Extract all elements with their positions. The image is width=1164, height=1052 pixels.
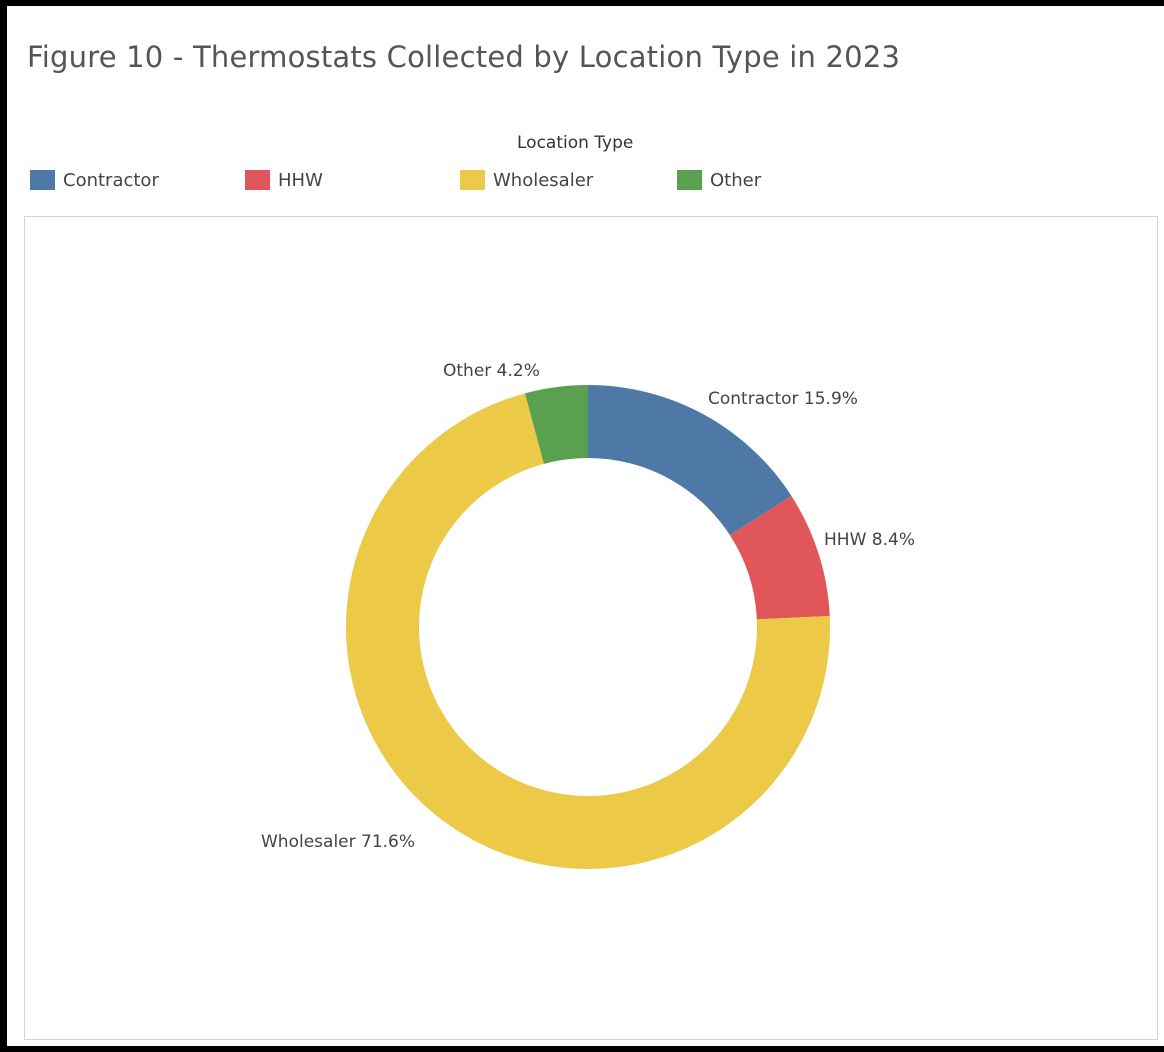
legend-item-hhw[interactable]: HHW [245,168,323,192]
legend-item-contractor[interactable]: Contractor [30,168,159,192]
slice-label-wholesaler: Wholesaler 71.6% [261,832,415,852]
plot-area: Contractor 15.9% HHW 8.4% Wholesaler 71.6%… [24,216,1158,1040]
slice-label-hhw: HHW 8.4% [824,530,915,550]
legend-label-hhw: HHW [278,169,323,191]
donut-slice-wholesaler[interactable] [345,393,830,869]
legend-item-wholesaler[interactable]: Wholesaler [460,168,593,192]
legend-label-other: Other [710,169,762,191]
legend-title: Location Type [517,133,634,153]
legend-swatch-contractor [30,170,55,190]
donut-slice-hhw[interactable] [730,495,830,620]
donut-chart: Contractor 15.9% HHW 8.4% Wholesaler 71.6%… [261,361,915,869]
slice-label-contractor: Contractor 15.9% [708,389,858,409]
slice-label-other: Other 4.2% [443,361,540,381]
donut-slice-other[interactable] [524,385,588,464]
donut-slice-contractor[interactable] [588,385,792,536]
chart-title: Figure 10 - Thermostats Collected by Loc… [27,40,901,74]
legend-label-wholesaler: Wholesaler [493,169,594,191]
legend-swatch-wholesaler [460,170,485,190]
legend-item-other[interactable]: Other [677,168,761,192]
legend-swatch-other [677,170,702,190]
legend-label-contractor: Contractor [63,169,159,191]
legend-swatch-hhw [245,170,270,190]
chart-frame: Figure 10 - Thermostats Collected by Loc… [7,6,1164,1046]
